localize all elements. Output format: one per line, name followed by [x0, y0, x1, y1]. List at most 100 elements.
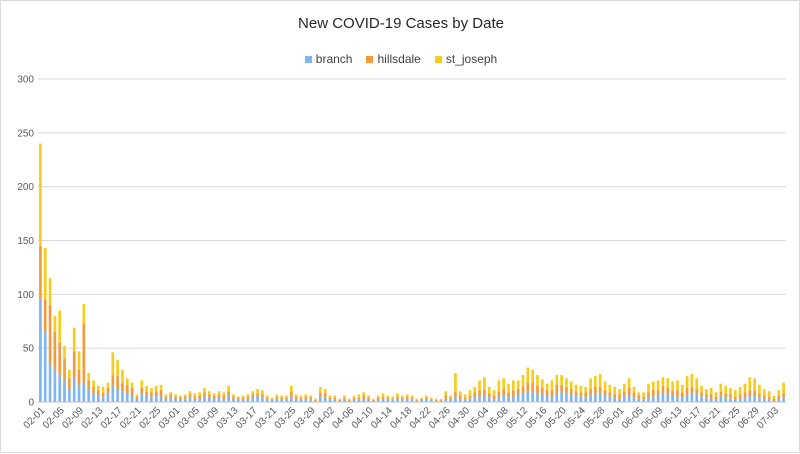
bar-st-joseph: [463, 394, 467, 398]
bar-st-joseph: [743, 383, 747, 393]
bar-hillsdale: [135, 396, 139, 399]
bar-branch: [43, 332, 47, 402]
bar-st-joseph: [777, 390, 781, 396]
bar-st-joseph: [598, 374, 602, 387]
bar-branch: [217, 397, 221, 402]
bar-st-joseph: [483, 377, 486, 391]
bar-branch: [458, 398, 462, 402]
bar-st-joseph: [782, 382, 785, 394]
bar-hillsdale: [565, 386, 568, 394]
bar-hillsdale: [140, 388, 144, 394]
bar-st-joseph: [434, 398, 438, 400]
bar-hillsdale: [743, 392, 747, 398]
bar-hillsdale: [487, 393, 491, 398]
bar-hillsdale: [116, 376, 119, 390]
bar-st-joseph: [193, 393, 197, 397]
bar-st-joseph: [429, 397, 433, 399]
bar-st-joseph: [207, 391, 211, 395]
bar-hillsdale: [782, 393, 785, 398]
bar-st-joseph: [323, 389, 327, 394]
bar-hillsdale: [92, 386, 95, 394]
bar-branch: [671, 395, 674, 402]
bar-branch: [241, 399, 245, 402]
bar-hillsdale: [762, 395, 766, 399]
bar-branch: [410, 399, 414, 402]
bar-st-joseph: [753, 378, 756, 391]
bar-hillsdale: [261, 394, 264, 398]
bar-branch: [656, 395, 660, 402]
bar-branch: [777, 398, 781, 402]
bar-st-joseph: [613, 386, 617, 395]
bar-st-joseph: [179, 395, 182, 398]
bar-branch: [753, 395, 756, 402]
bar-st-joseph: [63, 346, 66, 359]
bar-hillsdale: [159, 390, 163, 397]
bar-st-joseph: [724, 385, 728, 394]
bar-hillsdale: [512, 390, 515, 397]
bar-st-joseph: [381, 393, 385, 397]
bar-hillsdale: [685, 388, 689, 396]
bar-branch: [762, 398, 766, 402]
bar-branch: [589, 395, 592, 402]
bar-st-joseph: [507, 383, 510, 393]
bar-branch: [265, 399, 269, 402]
bar-hillsdale: [299, 397, 303, 400]
bar-branch: [362, 398, 366, 402]
bar-hillsdale: [145, 391, 148, 396]
bar-st-joseph: [227, 385, 230, 392]
bar-branch: [333, 399, 337, 402]
bar-hillsdale: [608, 392, 612, 397]
bar-hillsdale: [227, 391, 230, 396]
bar-st-joseph: [656, 380, 660, 391]
bar-hillsdale: [357, 397, 361, 400]
bar-st-joseph: [627, 378, 631, 389]
bar-branch: [285, 399, 288, 402]
bar-branch: [444, 398, 448, 402]
bar-hillsdale: [376, 397, 380, 400]
chart-legend: branch hillsdale st_joseph: [1, 52, 800, 66]
bar-st-joseph: [734, 390, 737, 397]
bar-hillsdale: [251, 394, 255, 398]
bar-branch: [232, 398, 235, 402]
bar-hillsdale: [101, 392, 105, 397]
bar-branch: [294, 398, 298, 402]
bar-st-joseph: [145, 385, 148, 392]
bar-st-joseph: [473, 386, 477, 393]
bar-hillsdale: [666, 388, 670, 395]
bar-hillsdale: [183, 396, 187, 399]
bar-branch: [270, 399, 274, 402]
bar-hillsdale: [483, 390, 486, 396]
bar-branch: [246, 398, 250, 402]
bar-st-joseph: [531, 369, 534, 383]
bar-hillsdale: [767, 396, 771, 400]
bar-st-joseph: [328, 395, 332, 398]
bar-st-joseph: [164, 394, 168, 397]
bar-st-joseph: [92, 380, 95, 387]
bar-branch: [328, 399, 332, 402]
bar-st-joseph: [487, 386, 491, 394]
bar-hillsdale: [401, 397, 404, 400]
bar-branch: [690, 393, 694, 402]
bar-hillsdale: [212, 395, 216, 399]
bar-st-joseph: [203, 388, 206, 393]
bar-st-joseph: [135, 394, 139, 397]
bar-hillsdale: [405, 396, 409, 399]
bar-branch: [680, 397, 684, 402]
bar-hillsdale: [709, 394, 713, 399]
bar-st-joseph: [565, 378, 568, 387]
bar-branch: [738, 398, 742, 402]
bar-hillsdale: [63, 358, 66, 381]
bar-hillsdale: [386, 397, 390, 400]
bar-st-joseph: [150, 388, 153, 393]
bar-branch: [338, 400, 341, 402]
bar-st-joseph: [352, 395, 356, 398]
bar-branch: [483, 395, 486, 402]
bar-st-joseph: [705, 389, 708, 395]
bar-st-joseph: [608, 384, 612, 393]
bar-hillsdale: [77, 369, 81, 386]
bar-hillsdale: [203, 392, 206, 397]
bar-st-joseph: [772, 395, 776, 399]
bar-hillsdale: [236, 397, 240, 400]
bar-st-joseph: [415, 398, 419, 400]
bar-hillsdale: [705, 394, 708, 398]
